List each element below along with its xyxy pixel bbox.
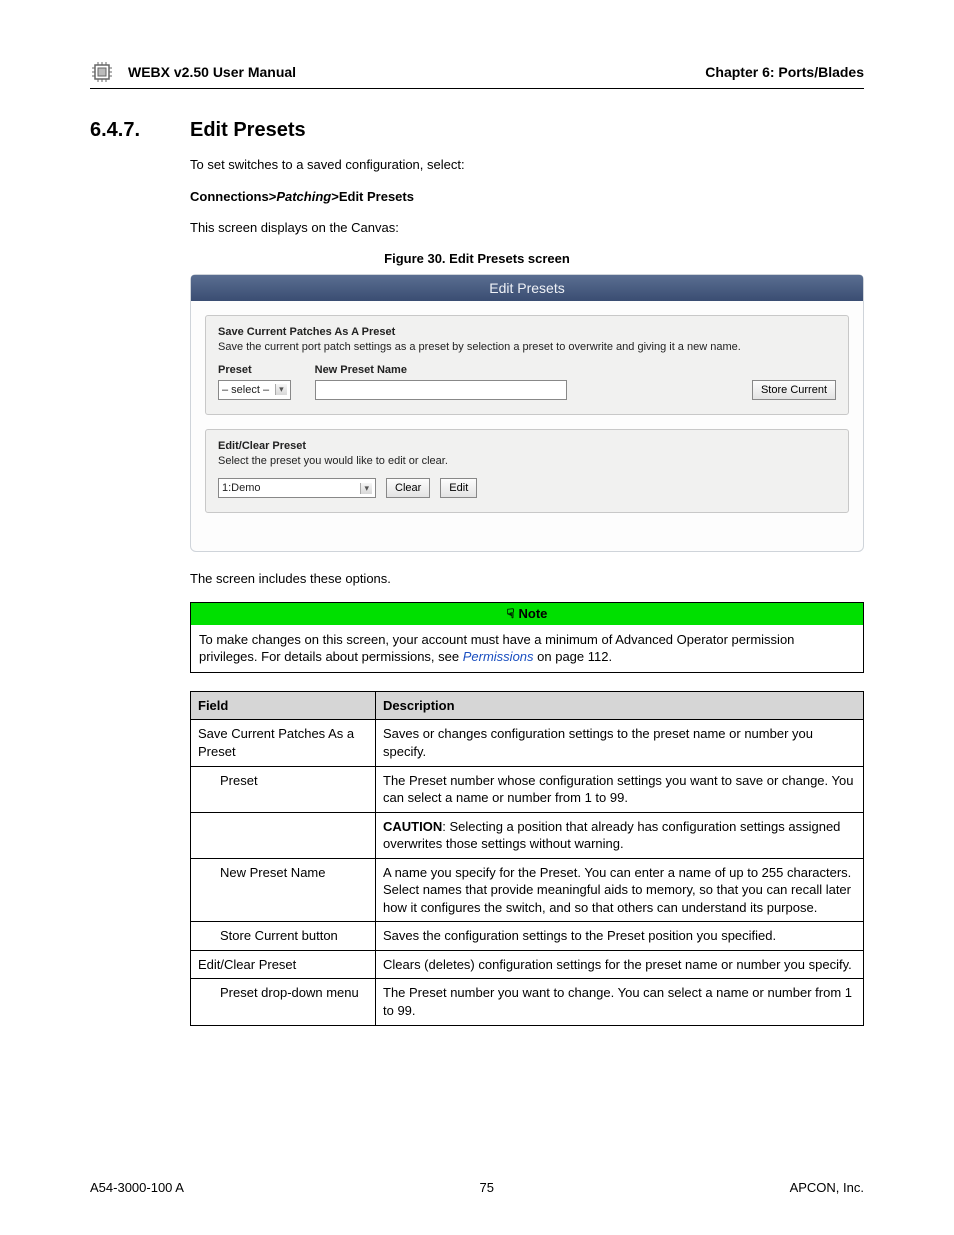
chevron-down-icon: ▾: [275, 384, 287, 395]
table-row: New Preset NameA name you specify for th…: [191, 858, 864, 922]
table-row: Save Current Patches As a PresetSaves or…: [191, 720, 864, 766]
edit-clear-desc: Select the preset you would like to edit…: [218, 454, 836, 468]
clear-button[interactable]: Clear: [386, 478, 430, 498]
table-row: Edit/Clear PresetClears (deletes) config…: [191, 950, 864, 979]
save-preset-title: Save Current Patches As A Preset: [218, 326, 836, 338]
save-preset-group: Save Current Patches As A Preset Save th…: [205, 315, 849, 415]
permissions-link[interactable]: Permissions: [463, 649, 534, 664]
edit-clear-title: Edit/Clear Preset: [218, 440, 836, 452]
new-preset-name-label: New Preset Name: [315, 364, 728, 376]
intro-p2: This screen displays on the Canvas:: [190, 219, 864, 237]
description-cell: Saves or changes configuration settings …: [376, 720, 864, 766]
note-body: To make changes on this screen, your acc…: [191, 625, 863, 672]
chip-icon: [90, 60, 114, 84]
footer-right: APCON, Inc.: [790, 1180, 864, 1195]
field-cell: Store Current button: [191, 922, 376, 951]
breadcrumb: Connections>Patching>Edit Presets: [190, 188, 864, 206]
description-cell: Clears (deletes) configuration settings …: [376, 950, 864, 979]
page-footer: A54-3000-100 A 75 APCON, Inc.: [90, 1180, 864, 1195]
after-figure-text: The screen includes these options.: [190, 570, 864, 588]
table-header-description: Description: [376, 691, 864, 720]
note-box: ☟Note To make changes on this screen, yo…: [190, 602, 864, 673]
description-cell: The Preset number you want to change. Yo…: [376, 979, 864, 1025]
section-number: 6.4.7.: [90, 119, 190, 142]
field-cell: New Preset Name: [191, 858, 376, 922]
description-cell: The Preset number whose configuration se…: [376, 766, 864, 812]
header-right: Chapter 6: Ports/Blades: [705, 64, 864, 80]
description-cell: Saves the configuration settings to the …: [376, 922, 864, 951]
table-row: CAUTION: Selecting a position that alrea…: [191, 812, 864, 858]
note-icon: ☟: [507, 606, 515, 621]
screenshot-titlebar: Edit Presets: [191, 275, 863, 301]
field-cell: Save Current Patches As a Preset: [191, 720, 376, 766]
section-title: Edit Presets: [190, 119, 306, 142]
table-row: Store Current buttonSaves the configurat…: [191, 922, 864, 951]
new-preset-name-input[interactable]: [315, 380, 567, 400]
edit-preset-select[interactable]: 1:Demo▾: [218, 478, 376, 498]
field-cell: [191, 812, 376, 858]
footer-left: A54-3000-100 A: [90, 1180, 184, 1195]
preset-select[interactable]: – select –▾: [218, 380, 291, 400]
figure-caption: Figure 30. Edit Presets screen: [90, 251, 864, 266]
save-preset-desc: Save the current port patch settings as …: [218, 340, 836, 354]
table-row: PresetThe Preset number whose configurat…: [191, 766, 864, 812]
table-header-field: Field: [191, 691, 376, 720]
note-header: ☟Note: [191, 603, 863, 625]
table-row: Preset drop-down menuThe Preset number y…: [191, 979, 864, 1025]
page-header: WEBX v2.50 User Manual Chapter 6: Ports/…: [90, 60, 864, 89]
field-description-table: Field Description Save Current Patches A…: [190, 691, 864, 1026]
description-cell: CAUTION: Selecting a position that alrea…: [376, 812, 864, 858]
edit-presets-screenshot: Edit Presets Save Current Patches As A P…: [190, 274, 864, 553]
footer-page-number: 75: [480, 1180, 494, 1195]
store-current-button[interactable]: Store Current: [752, 380, 836, 400]
field-cell: Preset drop-down menu: [191, 979, 376, 1025]
field-cell: Edit/Clear Preset: [191, 950, 376, 979]
field-cell: Preset: [191, 766, 376, 812]
header-left: WEBX v2.50 User Manual: [128, 64, 705, 80]
intro-p1: To set switches to a saved configuration…: [190, 156, 864, 174]
description-cell: A name you specify for the Preset. You c…: [376, 858, 864, 922]
preset-label: Preset: [218, 364, 291, 376]
edit-button[interactable]: Edit: [440, 478, 477, 498]
edit-clear-group: Edit/Clear Preset Select the preset you …: [205, 429, 849, 513]
chevron-down-icon: ▾: [360, 483, 372, 494]
